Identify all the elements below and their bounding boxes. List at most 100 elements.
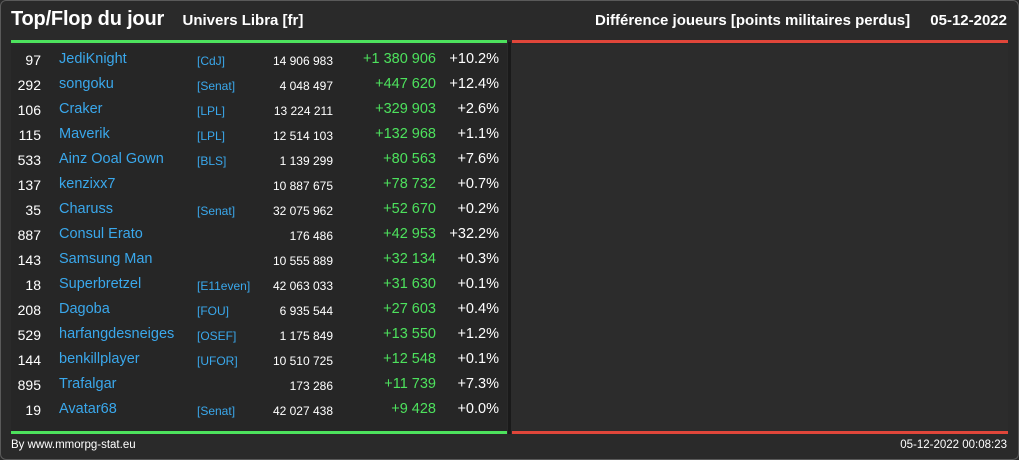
table-row: 143 Samsung Man 10 555 889 +32 134 +0.3% bbox=[11, 247, 507, 272]
alliance-tag-link[interactable]: [LPL] bbox=[197, 104, 226, 118]
percent-change: +1.2% bbox=[457, 326, 499, 342]
alliance-tag-link[interactable]: [CdJ] bbox=[197, 54, 226, 68]
table-row: 895 Trafalgar 173 286 +11 739 +7.3% bbox=[11, 372, 507, 397]
universe-label: Univers Libra [fr] bbox=[182, 12, 304, 29]
alliance-tag-link[interactable]: [Senat] bbox=[197, 404, 236, 418]
player-points: 6 935 544 bbox=[279, 304, 333, 318]
flop-panel bbox=[511, 45, 1008, 431]
percent-change: +0.0% bbox=[457, 401, 499, 417]
header-left: Top/Flop du jour Univers Libra [fr] bbox=[11, 8, 303, 31]
player-rank: 887 bbox=[17, 227, 41, 243]
site-credit[interactable]: By www.mmorpg-stat.eu bbox=[11, 439, 136, 451]
table-row: 115 Maverik [LPL] 12 514 103 +132 968 +1.1% bbox=[11, 122, 507, 147]
percent-change: +0.2% bbox=[457, 201, 499, 217]
table-row: 529 harfangdesneiges [OSEF] 1 175 849 +13 55… bbox=[11, 322, 507, 347]
points-difference: +1 380 906 bbox=[363, 51, 436, 67]
points-difference: +329 903 bbox=[375, 101, 436, 117]
alliance-tag-link[interactable]: [Senat] bbox=[197, 204, 236, 218]
player-points: 14 906 983 bbox=[272, 54, 333, 68]
player-name-link[interactable]: kenzixx7 bbox=[59, 176, 116, 192]
percent-change: +7.6% bbox=[457, 151, 499, 167]
player-rank: 97 bbox=[25, 52, 41, 68]
alliance-tag-link[interactable]: [OSEF] bbox=[197, 329, 237, 343]
player-name-link[interactable]: Ainz Ooal Gown bbox=[59, 151, 164, 167]
player-name-link[interactable]: benkillplayer bbox=[59, 351, 140, 367]
player-rank: 143 bbox=[17, 252, 41, 268]
points-difference: +11 739 bbox=[384, 376, 436, 392]
bottom-divider-green bbox=[11, 431, 507, 434]
points-difference: +13 550 bbox=[383, 326, 436, 342]
table-row: 35 Charuss [Senat] 32 075 962 +52 670 +0.2% bbox=[11, 197, 507, 222]
player-rank: 115 bbox=[18, 127, 41, 143]
player-rank: 144 bbox=[17, 352, 41, 368]
percent-change: +2.6% bbox=[457, 101, 499, 117]
player-name-link[interactable]: Craker bbox=[59, 101, 103, 117]
player-rank: 895 bbox=[17, 377, 41, 393]
points-difference: +9 428 bbox=[391, 401, 436, 417]
points-difference: +132 968 bbox=[375, 126, 436, 142]
alliance-tag-link[interactable]: [BLS] bbox=[197, 154, 227, 168]
player-name-link[interactable]: Maverik bbox=[59, 126, 110, 142]
percent-change: +0.1% bbox=[457, 351, 499, 367]
player-points: 1 175 849 bbox=[279, 329, 333, 343]
points-difference: +32 134 bbox=[383, 251, 436, 267]
player-points: 10 555 889 bbox=[272, 254, 333, 268]
ranking-subtitle: Différence joueurs [points militaires pe… bbox=[595, 12, 911, 29]
player-rank: 18 bbox=[25, 277, 41, 293]
table-row: 106 Craker [LPL] 13 224 211 +329 903 +2.6% bbox=[11, 97, 507, 122]
player-rank: 35 bbox=[25, 202, 41, 218]
table-row: 97 JediKnight [CdJ] 14 906 983 +1 380 906 +10… bbox=[11, 47, 507, 72]
alliance-tag-link[interactable]: [Senat] bbox=[197, 79, 236, 93]
player-name-link[interactable]: harfangdesneiges bbox=[59, 326, 175, 342]
top-gainers-panel: 97 JediKnight [CdJ] 14 906 983 +1 380 906 +10… bbox=[11, 45, 507, 431]
percent-change: +10.2% bbox=[449, 51, 499, 67]
alliance-tag-link[interactable]: [LPL] bbox=[197, 129, 226, 143]
player-points: 32 075 962 bbox=[272, 204, 333, 218]
percent-change: +7.3% bbox=[457, 376, 499, 392]
percent-change: +0.7% bbox=[457, 176, 499, 192]
percent-change: +32.2% bbox=[449, 226, 499, 242]
player-name-link[interactable]: Dagoba bbox=[59, 301, 110, 317]
player-points: 173 286 bbox=[289, 379, 333, 393]
points-difference: +78 732 bbox=[383, 176, 436, 192]
table-row: 19 Avatar68 [Senat] 42 027 438 +9 428 +0.0% bbox=[11, 397, 507, 422]
player-points: 13 224 211 bbox=[273, 104, 333, 118]
player-name-link[interactable]: songoku bbox=[59, 76, 114, 92]
player-points: 10 510 725 bbox=[272, 354, 333, 368]
player-name-link[interactable]: Superbretzel bbox=[59, 276, 142, 292]
alliance-tag-link[interactable]: [E11even] bbox=[197, 279, 251, 293]
percent-change: +0.3% bbox=[457, 251, 499, 267]
player-points: 12 514 103 bbox=[272, 129, 333, 143]
table-row: 137 kenzixx7 10 887 675 +78 732 +0.7% bbox=[11, 172, 507, 197]
alliance-tag-link[interactable]: [FOU] bbox=[197, 304, 229, 318]
generated-timestamp: 05-12-2022 00:08:23 bbox=[900, 439, 1007, 451]
player-name-link[interactable]: Trafalgar bbox=[59, 376, 117, 392]
top-divider-red bbox=[512, 40, 1008, 43]
points-difference: +52 670 bbox=[383, 201, 436, 217]
table-row: 208 Dagoba [FOU] 6 935 544 +27 603 +0.4% bbox=[11, 297, 507, 322]
player-rank: 19 bbox=[25, 402, 41, 418]
player-rank: 208 bbox=[17, 302, 41, 318]
table-row: 18 Superbretzel [E11even] 42 063 033 +31 630… bbox=[11, 272, 507, 297]
player-points: 42 063 033 bbox=[272, 279, 333, 293]
alliance-tag-link[interactable]: [UFOR] bbox=[197, 354, 238, 368]
percent-change: +12.4% bbox=[449, 76, 499, 92]
player-name-link[interactable]: JediKnight bbox=[59, 51, 127, 67]
points-difference: +12 548 bbox=[383, 351, 436, 367]
points-difference: +447 620 bbox=[375, 76, 436, 92]
player-name-link[interactable]: Charuss bbox=[59, 201, 113, 217]
player-points: 4 048 497 bbox=[279, 79, 333, 93]
points-difference: +31 630 bbox=[383, 276, 436, 292]
player-points: 42 027 438 bbox=[272, 404, 333, 418]
player-rank: 533 bbox=[17, 152, 41, 168]
player-name-link[interactable]: Avatar68 bbox=[59, 401, 117, 417]
table-row: 887 Consul Erato 176 486 +42 953 +32.2% bbox=[11, 222, 507, 247]
player-rank: 292 bbox=[17, 77, 41, 93]
player-name-link[interactable]: Consul Erato bbox=[59, 226, 143, 242]
player-points: 10 887 675 bbox=[272, 179, 333, 193]
points-difference: +42 953 bbox=[383, 226, 436, 242]
player-rank: 137 bbox=[17, 177, 41, 193]
player-name-link[interactable]: Samsung Man bbox=[59, 251, 153, 267]
table-row: 533 Ainz Ooal Gown [BLS] 1 139 299 +80 563 +7… bbox=[11, 147, 507, 172]
percent-change: +1.1% bbox=[457, 126, 499, 142]
